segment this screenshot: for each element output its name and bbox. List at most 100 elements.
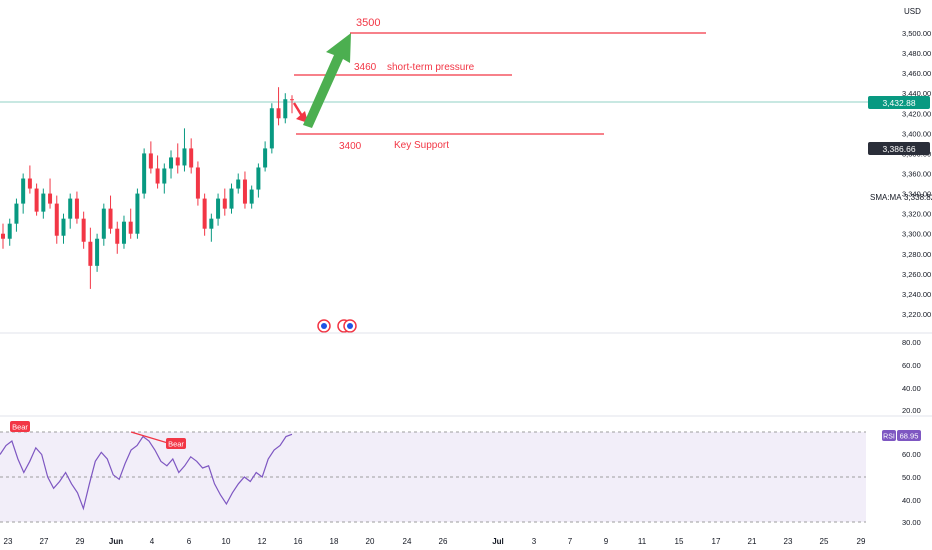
candle-body (195, 167, 200, 199)
candle-body (34, 188, 39, 212)
time-tick-label: 23 (784, 537, 793, 546)
rsi-tag (882, 430, 896, 441)
time-tick-label: 24 (403, 537, 412, 546)
candle-body (236, 179, 241, 189)
price-tick-label: 3,460.00 (902, 69, 931, 78)
time-tick-label: Jul (492, 537, 504, 546)
candle-body (68, 198, 73, 219)
time-tick-label: 23 (4, 537, 13, 546)
rsi-tick-label: 50.00 (902, 473, 921, 482)
price-tick-label: 3,260.00 (902, 270, 931, 279)
candle-body (222, 198, 227, 209)
middle-axis: 80.00 60.00 40.00 20.00 (902, 338, 921, 415)
middle-tick-label: 20.00 (902, 406, 921, 415)
candle-body (148, 153, 153, 169)
us-flag-event-icon-3-dot (347, 323, 353, 329)
time-tick-label: 7 (568, 537, 573, 546)
time-tick-label: 18 (330, 537, 339, 546)
support-text-label: Key Support (394, 140, 449, 151)
price-tick-label: 3,500.00 (902, 29, 931, 38)
candle-body (101, 208, 106, 239)
time-axis[interactable]: 23 27 29 Jun 4 6 10 12 16 18 20 24 26 Jul 3 7 9 11 15 17 21 2… (4, 537, 866, 546)
time-tick-label: 6 (187, 537, 192, 546)
rsi-value-badge (897, 430, 921, 441)
rsi-tick-label: 40.00 (902, 496, 921, 505)
time-tick-label: 12 (258, 537, 267, 546)
currency-label: USD (904, 7, 921, 16)
time-tick-label: Jun (109, 537, 123, 546)
sma-label: SMA:MA (870, 193, 902, 202)
middle-tick-label: 80.00 (902, 338, 921, 347)
price-tick-label: 3,480.00 (902, 49, 931, 58)
rsi-axis: 60.00 50.00 40.00 30.00 RSI 68.95 (882, 430, 921, 527)
candle-body (135, 193, 140, 234)
price-tick-label: 3,400.00 (902, 129, 931, 138)
candle-body (128, 221, 133, 234)
up-arrow (303, 33, 351, 128)
rsi-tick-label: 60.00 (902, 450, 921, 459)
candle-body (1, 233, 5, 239)
last-price-label: 3,432.88 (882, 98, 915, 108)
candle-body (41, 193, 46, 212)
price-axis[interactable]: USD 3,500.00 3,480.00 3,460.00 3,440.00 3,42… (868, 7, 932, 319)
candle-body (108, 208, 113, 229)
candle-body (115, 228, 120, 244)
candle-body (21, 178, 26, 204)
pressure-price-label: 3460 (354, 62, 377, 73)
candle-body (283, 99, 288, 119)
time-tick-label: 25 (820, 537, 829, 546)
candle-body (27, 178, 32, 189)
time-tick-label: 29 (76, 537, 85, 546)
rsi-value-label: 68.95 (900, 432, 919, 441)
candle-body (209, 218, 214, 229)
price-tick-label: 3,240.00 (902, 290, 931, 299)
rsi-line (0, 433, 293, 511)
candle-body (54, 203, 59, 236)
candle-body (216, 198, 221, 219)
event-icons (317, 319, 357, 333)
candle-body (142, 153, 147, 194)
price-pane (0, 87, 870, 289)
candle-body (276, 108, 281, 119)
time-tick-label: 15 (675, 537, 684, 546)
candle-body (162, 168, 167, 184)
bear-badge-2-label: Bear (168, 440, 184, 449)
candle-body (81, 218, 86, 242)
candles (1, 87, 294, 289)
time-tick-label: 20 (366, 537, 375, 546)
candle-body (14, 203, 19, 224)
candle-body (263, 148, 268, 168)
sma-value: 3,338.82 (904, 193, 932, 202)
candle-body (269, 108, 274, 149)
candle-body (7, 223, 12, 239)
rsi-tag-label: RSI (883, 434, 895, 441)
time-tick-label: 10 (222, 537, 231, 546)
rsi-tick-label: 30.00 (902, 518, 921, 527)
secondary-price-badge (868, 142, 930, 155)
time-tick-label: 16 (294, 537, 303, 546)
candle-body (48, 193, 53, 204)
candle-body (182, 148, 187, 166)
candle-body (61, 218, 66, 236)
bear-badge-2 (166, 438, 186, 449)
candle-body (88, 241, 93, 266)
price-tick-label: 3,360.00 (902, 170, 931, 179)
candle-body (229, 188, 234, 209)
target-price-label: 3500 (356, 17, 380, 29)
middle-tick-label: 40.00 (902, 384, 921, 393)
time-tick-label: 26 (439, 537, 448, 546)
price-tick-label: 3,340.00 (902, 190, 931, 199)
middle-tick-label: 60.00 (902, 361, 921, 370)
candle-body (249, 189, 254, 204)
candle-body (256, 167, 261, 190)
price-tick-label: 3,280.00 (902, 250, 931, 259)
price-tick-label: 3,320.00 (902, 210, 931, 219)
candle-body (121, 221, 126, 244)
time-tick-label: 3 (532, 537, 537, 546)
time-tick-label: 4 (150, 537, 155, 546)
time-tick-label: 27 (40, 537, 49, 546)
candle-body (155, 168, 160, 184)
time-tick-label: 11 (638, 537, 647, 546)
support-price-label: 3400 (339, 141, 362, 152)
